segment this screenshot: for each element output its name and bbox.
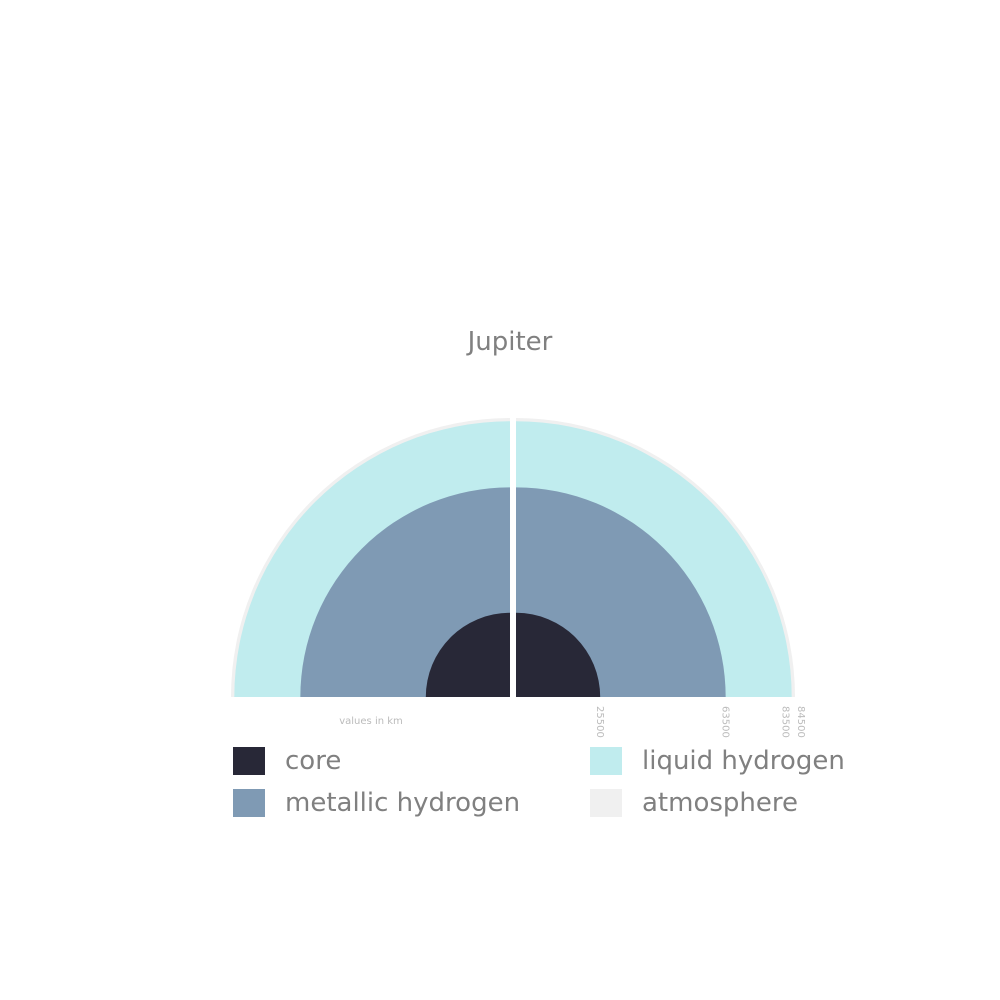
tick-label: 84500 (795, 706, 806, 738)
layer-core-right (516, 612, 601, 697)
legend-label: metallic hydrogen (285, 788, 521, 818)
layer-core-left (425, 612, 510, 697)
legend-item-atmosphere: atmosphere (590, 787, 890, 819)
legend: core liquid hydrogen metallic hydrogen a… (233, 745, 893, 819)
legend-item-core: core (233, 745, 590, 777)
chart-title: Jupiter (466, 327, 553, 357)
tick-label: 25500 (594, 706, 605, 738)
legend-label: core (285, 746, 342, 776)
legend-swatch-core (233, 747, 265, 775)
legend-label: atmosphere (642, 788, 798, 818)
legend-item-metallic-hydrogen: metallic hydrogen (233, 787, 590, 819)
radius-ticks: 25500 63500 83500 84500 (594, 706, 806, 738)
unit-note: values in km (339, 716, 403, 727)
legend-swatch-atmosphere (590, 789, 622, 817)
legend-label: liquid hydrogen (642, 746, 845, 776)
layers-group (231, 418, 795, 697)
tick-label: 63500 (720, 706, 731, 738)
tick-label: 83500 (780, 706, 791, 738)
legend-swatch-liquid-hydrogen (590, 747, 622, 775)
legend-swatch-metallic-hydrogen (233, 789, 265, 817)
legend-item-liquid-hydrogen: liquid hydrogen (590, 745, 890, 777)
